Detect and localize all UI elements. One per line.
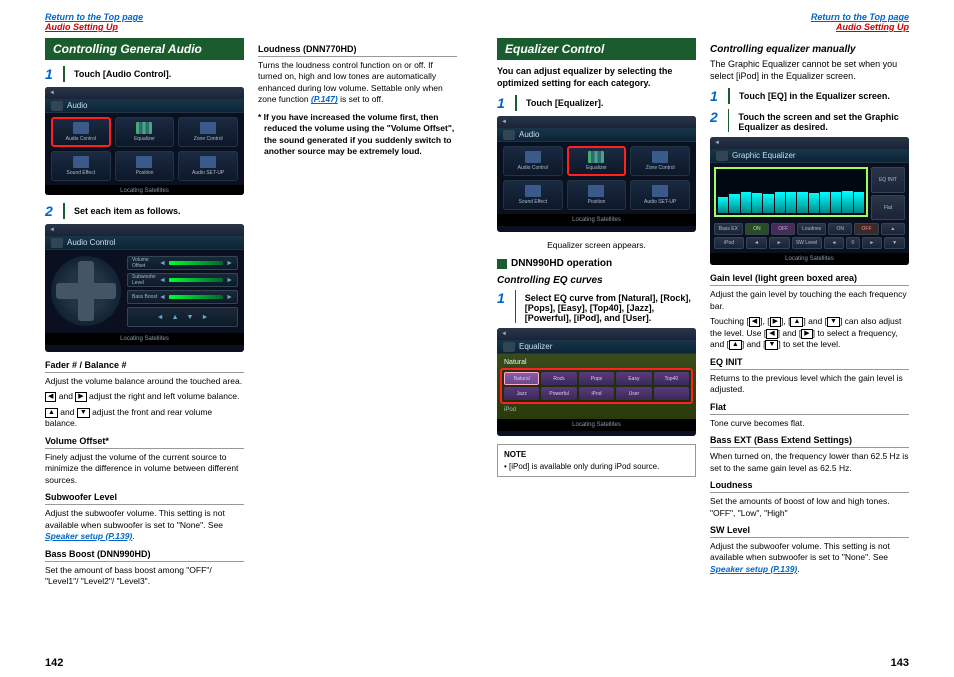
field-bassext: Bass EXT (Bass Extend Settings) xyxy=(710,435,909,448)
field-gain: Gain level (light green boxed area) xyxy=(710,273,909,286)
step-m1: 1 Touch [EQ] in the Equalizer screen. xyxy=(710,88,909,104)
speaker-setup-link[interactable]: Speaker setup (P.139) xyxy=(45,531,132,541)
field-volume-offset: Volume Offset* xyxy=(45,436,244,449)
field-subwoofer: Subwoofer Level xyxy=(45,492,244,505)
intro-text: You can adjust equalizer by selecting th… xyxy=(497,66,696,89)
dpad-icon xyxy=(51,256,121,326)
page-142: Return to the Top page Audio Setting Up … xyxy=(0,0,477,677)
screenshot-audio-menu: ◄ Audio Audio Control Equalizer Zone Con… xyxy=(45,87,244,195)
sub-heading-dnn990hd: DNN990HD operation xyxy=(497,258,696,269)
field-loudness: Loudness (DNN770HD) xyxy=(258,44,457,57)
tile-audio-control: Audio Control xyxy=(51,117,111,147)
step-curve-1: 1 Select EQ curve from [Natural], [Rock]… xyxy=(497,290,696,323)
step-number: 1 xyxy=(45,66,57,82)
speaker-setup-link[interactable]: Speaker setup (P.139) xyxy=(710,564,797,574)
left-col1: Controlling General Audio 1 Touch [Audio… xyxy=(45,38,244,592)
screenshot-eq-curves: ◄ Equalizer Natural Natural Rock Pops Ea… xyxy=(497,328,696,436)
step-m2: 2 Touch the screen and set the Graphic E… xyxy=(710,109,909,132)
return-top-link[interactable]: Return to the Top page xyxy=(497,12,909,22)
page-spread: Return to the Top page Audio Setting Up … xyxy=(0,0,954,677)
step-text: Touch [Audio Control]. xyxy=(74,66,171,82)
step-2: 2 Set each item as follows. xyxy=(45,203,244,219)
field-flat: Flat xyxy=(710,402,909,415)
right-col1: Equalizer Control You can adjust equaliz… xyxy=(497,38,696,579)
step-1: 1 Touch [Equalizer]. xyxy=(497,95,696,111)
screenshot-graphic-eq: ◄ Graphic Equalizer xyxy=(710,137,909,265)
footnote: * If you have increased the volume first… xyxy=(258,112,457,158)
section-title-general-audio: Controlling General Audio xyxy=(45,38,244,60)
note-box: NOTE • [iPod] is available only during i… xyxy=(497,444,696,477)
section-link[interactable]: Audio Setting Up xyxy=(497,22,909,32)
page-number: 143 xyxy=(891,657,909,669)
caption: Equalizer screen appears. xyxy=(497,240,696,250)
screenshot-eq-menu: ◄ Audio Audio Control Equalizer Zone Con… xyxy=(497,116,696,232)
section-link[interactable]: Audio Setting Up xyxy=(45,22,457,32)
header-links: Return to the Top page Audio Setting Up xyxy=(45,12,457,32)
zone-link[interactable]: (P.147) xyxy=(311,94,338,104)
screenshot-audio-control: ◄ Audio Control Volume Offset◄► Subwoofe… xyxy=(45,224,244,352)
step-text: Set each item as follows. xyxy=(74,203,181,219)
field-fader-balance: Fader # / Balance # xyxy=(45,360,244,373)
sub-heading-manual: Controlling equalizer manually xyxy=(710,44,909,55)
return-top-link[interactable]: Return to the Top page xyxy=(45,12,457,22)
page-143: Return to the Top page Audio Setting Up … xyxy=(477,0,954,677)
step-1: 1 Touch [Audio Control]. xyxy=(45,66,244,82)
field-bass-boost: Bass Boost (DNN990HD) xyxy=(45,549,244,562)
field-eqinit: EQ INIT xyxy=(710,357,909,370)
field-swlevel: SW Level xyxy=(710,525,909,538)
tile-equalizer: Equalizer xyxy=(567,146,627,176)
sub-heading-curves: Controlling EQ curves xyxy=(497,275,696,286)
header-links: Return to the Top page Audio Setting Up xyxy=(497,12,909,32)
section-title-equalizer: Equalizer Control xyxy=(497,38,696,60)
right-col2: Controlling equalizer manually The Graph… xyxy=(710,38,909,579)
field-loudness2: Loudness xyxy=(710,480,909,493)
left-col2: Loudness (DNN770HD) Turns the loudness c… xyxy=(258,38,457,592)
step-number: 2 xyxy=(45,203,57,219)
page-number: 142 xyxy=(45,657,63,669)
